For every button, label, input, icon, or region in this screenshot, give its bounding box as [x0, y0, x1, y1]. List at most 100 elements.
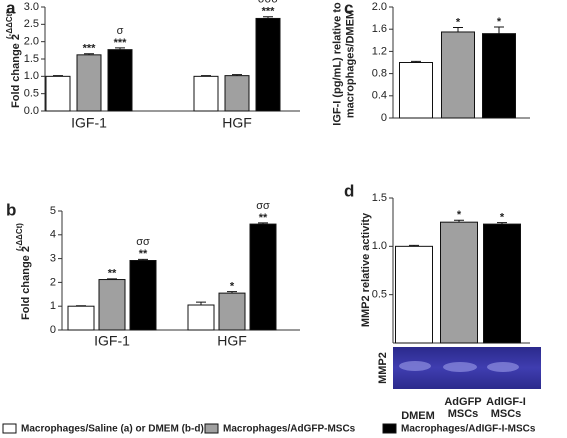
error-bar: [411, 60, 421, 63]
y-axis-label: Fold change 2: [20, 246, 32, 320]
legend-swatch: [204, 423, 219, 434]
significance-sigma: σσ: [256, 200, 270, 212]
y-tick-label: 2.5: [24, 18, 39, 30]
y-axis-label: IGF-I (pg/mL) relative to: [331, 2, 343, 126]
significance-stars: *: [230, 281, 235, 293]
significance-stars: *: [456, 16, 461, 28]
y-tick-label: 0.5: [24, 88, 39, 100]
y-axis-label: MMP2 relative activity: [360, 212, 372, 327]
significance-sigma: σσ: [136, 236, 150, 248]
significance-stars: *: [457, 209, 462, 221]
gel-band: [443, 362, 477, 372]
bar: [482, 33, 516, 119]
bar: [441, 31, 475, 119]
y-tick-label: 2: [50, 276, 56, 288]
bar: [187, 304, 215, 331]
error-bar: [138, 258, 148, 261]
panel-letter: d: [344, 181, 354, 200]
x-tick-label: AdGFP: [444, 396, 481, 408]
legend-label: Macrophages/Saline (a) or DMEM (b-d): [21, 424, 204, 435]
gel-band: [487, 362, 519, 372]
y-tick-label: 0.4: [372, 90, 387, 102]
bar: [224, 75, 250, 112]
error-bar: [115, 47, 125, 50]
error-bar: [258, 222, 268, 225]
error-bar: [454, 219, 464, 223]
x-tick-label: IGF-1: [94, 333, 130, 349]
legend-swatch: [2, 423, 17, 434]
y-tick-label: 1.0: [372, 240, 387, 252]
x-tick-label: MSCs: [491, 408, 522, 420]
error-bar: [201, 75, 211, 77]
bar: [45, 75, 71, 112]
error-bar: [227, 291, 237, 294]
significance-stars: **: [139, 248, 148, 260]
y-tick-label: 1.6: [372, 23, 387, 35]
y-tick-label: 3: [50, 253, 56, 265]
significance-stars: **: [108, 268, 117, 280]
y-tick-label: 1.5: [24, 53, 39, 65]
bar: [98, 279, 126, 331]
bar: [399, 62, 433, 119]
y-axis-label: macrophages/DMEM: [344, 10, 356, 118]
error-bar: [497, 222, 507, 225]
y-tick-label: 0.8: [372, 68, 387, 80]
bar: [483, 223, 521, 344]
gel-label: MMP2: [377, 352, 389, 384]
bar: [218, 292, 246, 331]
y-axis-label-superscript: (-ΔΔCt): [15, 223, 24, 251]
x-tick-label: MSCs: [448, 408, 479, 420]
y-tick-label: 2.0: [24, 36, 39, 48]
y-tick-label: 3.0: [24, 1, 39, 13]
error-bar: [196, 301, 206, 306]
bar: [129, 260, 157, 331]
significance-sigma: σ: [117, 25, 124, 37]
x-tick-label: HGF: [222, 115, 252, 131]
bar: [67, 305, 95, 331]
x-tick-label: HGF: [217, 333, 247, 349]
x-tick-label: DMEM: [401, 410, 435, 422]
error-bar: [409, 244, 419, 247]
error-bar: [263, 16, 273, 19]
bar: [440, 221, 478, 344]
y-tick-label: 1.2: [372, 45, 387, 57]
bar: [395, 245, 433, 344]
bar: [249, 223, 277, 331]
gel-band: [399, 361, 431, 371]
legend-label: Macrophages/AdGFP-MSCs: [223, 424, 356, 435]
legend-swatch: [382, 423, 397, 434]
error-bar: [494, 26, 504, 34]
bar: [107, 49, 133, 112]
significance-stars: **: [259, 212, 268, 224]
y-tick-label: 1.5: [372, 192, 387, 204]
legend-label: Macrophages/AdIGF-I-MSCs: [401, 424, 536, 435]
panel-letter: b: [6, 200, 16, 219]
y-tick-label: 0.0: [24, 105, 39, 117]
x-tick-label: IGF-1: [71, 115, 107, 131]
panel-letter: c: [344, 0, 353, 17]
y-tick-label: 1: [50, 300, 56, 312]
error-bar: [53, 75, 63, 77]
y-tick-label: 4: [50, 229, 56, 241]
y-tick-label: 0: [50, 324, 56, 336]
error-bar: [107, 278, 117, 280]
x-tick-label: AdIGF-I: [486, 396, 526, 408]
panel-letter: a: [6, 0, 16, 17]
significance-sigma: σσσ: [258, 0, 279, 6]
significance-stars: ***: [114, 37, 128, 49]
y-tick-label: 5: [50, 205, 56, 217]
bar: [76, 54, 102, 112]
significance-stars: ***: [262, 6, 276, 18]
significance-stars: *: [497, 16, 502, 28]
y-tick-label: 2.0: [372, 1, 387, 13]
y-axis-label: Fold change 2: [10, 34, 22, 108]
y-tick-label: 1.0: [24, 70, 39, 82]
significance-stars: ***: [83, 43, 97, 55]
y-axis-label-superscript: (-ΔΔCt): [5, 11, 14, 39]
error-bar: [232, 74, 242, 76]
y-tick-label: 0: [381, 112, 387, 124]
significance-stars: *: [500, 212, 505, 224]
error-bar: [453, 27, 463, 32]
bar: [193, 75, 219, 112]
